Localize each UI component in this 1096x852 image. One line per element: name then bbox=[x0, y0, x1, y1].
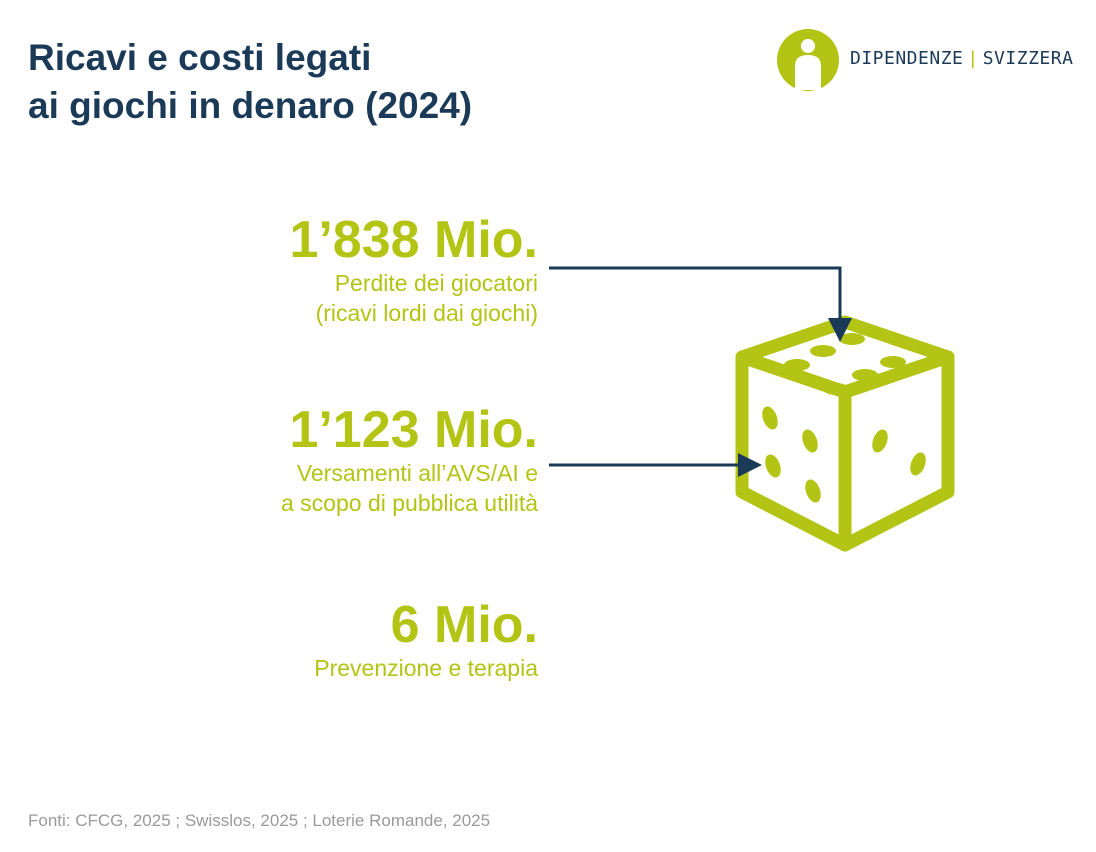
title-line-1: Ricavi e costi legati bbox=[28, 37, 372, 78]
stat-description-line: a scopo di pubblica utilità bbox=[281, 490, 538, 516]
stat-description-line: Prevenzione e terapia bbox=[314, 655, 538, 681]
dice-pips bbox=[762, 333, 926, 503]
stat-description-line: (ricavi lordi dai giochi) bbox=[315, 300, 538, 326]
logo-separator: | bbox=[967, 48, 979, 69]
stat-description-line: Versamenti all’AVS/AI e bbox=[296, 460, 538, 486]
sources-footnote: Fonti: CFCG, 2025 ; Swisslos, 2025 ; Lot… bbox=[28, 811, 491, 830]
stat-prevention-therapy: 6 Mio. Prevenzione e terapia bbox=[314, 597, 538, 683]
arrow-icon bbox=[549, 266, 852, 342]
stat-public-contributions: 1’123 Mio. Versamenti all’AVS/AI e a sco… bbox=[281, 402, 538, 518]
stat-amount: 1’838 Mio. bbox=[289, 211, 538, 269]
page-title: Ricavi e costi legati ai giochi in denar… bbox=[28, 34, 472, 130]
dice-icon bbox=[735, 315, 955, 552]
logo-text: DIPENDENZE | SVIZZERA bbox=[850, 48, 1073, 69]
logo-name-left: DIPENDENZE bbox=[850, 48, 964, 69]
stat-player-losses: 1’838 Mio. Perdite dei giocatori (ricavi… bbox=[289, 212, 538, 328]
logo: DIPENDENZE | SVIZZERA bbox=[776, 28, 1076, 92]
stat-amount: 6 Mio. bbox=[390, 596, 538, 654]
logo-person-icon bbox=[777, 29, 839, 91]
logo-name-right: SVIZZERA bbox=[982, 48, 1074, 69]
stat-amount: 1’123 Mio. bbox=[289, 401, 538, 459]
stat-description-line: Perdite dei giocatori bbox=[334, 270, 538, 296]
title-line-2: ai giochi in denaro (2024) bbox=[28, 85, 473, 126]
